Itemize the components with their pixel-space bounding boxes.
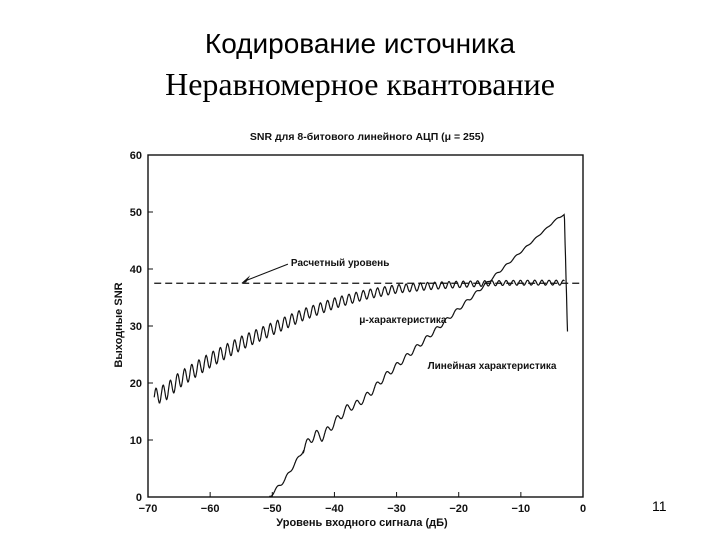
y-tick-label: 30 — [130, 321, 142, 333]
x-axis-label: Уровень входного сигнала (дБ) — [276, 517, 448, 529]
chart-title: SNR для 8-битового линейного АЦП (μ = 25… — [250, 131, 484, 143]
y-tick-label: 50 — [130, 207, 142, 219]
y-tick-label: 40 — [130, 264, 142, 276]
slide-number: 11 — [652, 498, 667, 514]
y-tick-label: 60 — [130, 150, 142, 162]
x-tick-label: −20 — [449, 503, 468, 515]
chart-annotations: Расчетный уровень μ-характеристика Линейна… — [241, 258, 557, 372]
y-tick-label: 0 — [136, 492, 142, 504]
annotation-label: Расчетный уровень — [291, 258, 389, 269]
y-tick-label: 20 — [130, 378, 142, 390]
annotation-arrow-line — [244, 263, 289, 282]
chart-series — [153, 213, 580, 497]
annotation-label: Линейная характеристика — [428, 361, 557, 372]
x-tick-label: 0 — [580, 503, 586, 515]
y-tick-label: 10 — [130, 435, 142, 447]
annotation-label: μ-характеристика — [359, 315, 447, 326]
series-μ-характеристика — [153, 279, 565, 404]
slide-title: Кодирование источника — [204, 28, 516, 59]
series-линейная-характеристика — [269, 213, 569, 497]
x-tick-label: −50 — [263, 503, 282, 515]
x-tick-label: −70 — [139, 503, 158, 515]
x-tick-label: −10 — [512, 503, 531, 515]
x-tick-label: −30 — [387, 503, 406, 515]
axis-ticks: −70 −60 −50 −40 −30 −20 −10 0 0 10 20 30 40 50 60 — [130, 150, 586, 515]
annotation-arrow-head — [241, 275, 251, 284]
slide-subtitle: Неравномерное квантование — [165, 66, 555, 102]
y-axis-label: Выходные SNR — [113, 282, 125, 367]
x-tick-label: −60 — [201, 503, 220, 515]
x-tick-label: −40 — [325, 503, 344, 515]
